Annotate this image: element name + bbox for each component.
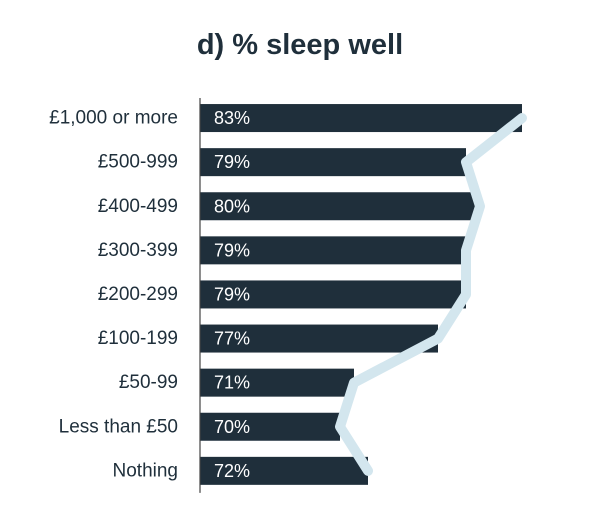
- value-label: 83%: [214, 108, 250, 128]
- category-label: £50-99: [119, 372, 178, 393]
- category-label: £200-299: [98, 284, 178, 305]
- bar: [200, 192, 480, 221]
- trend-line: [335, 113, 527, 476]
- category-label: £100-199: [98, 328, 178, 349]
- value-label: 72%: [214, 461, 250, 481]
- bar: [200, 280, 466, 309]
- category-label: £500-999: [98, 152, 178, 173]
- value-label: 77%: [214, 329, 250, 349]
- category-label: £300-399: [98, 240, 178, 261]
- value-label: 71%: [214, 373, 250, 393]
- bar: [200, 456, 368, 485]
- category-label: £400-499: [98, 196, 178, 217]
- category-label: Less than £50: [59, 416, 178, 437]
- bar: [200, 412, 340, 441]
- value-label: 80%: [214, 196, 250, 216]
- category-label: Nothing: [113, 460, 179, 481]
- value-label: 79%: [214, 152, 250, 172]
- bar: [200, 148, 466, 177]
- value-label: 70%: [214, 417, 250, 437]
- value-label: 79%: [214, 240, 250, 260]
- bar: [200, 104, 522, 133]
- category-label: £1,000 or more: [49, 108, 178, 129]
- bar: [200, 236, 466, 265]
- value-label: 79%: [214, 284, 250, 304]
- chart-title: d) % sleep well: [197, 29, 403, 61]
- bar: [200, 368, 354, 397]
- bar: [200, 324, 438, 353]
